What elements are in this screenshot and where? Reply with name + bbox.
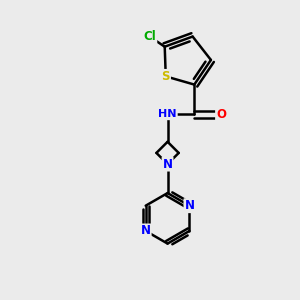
Text: O: O [216,108,226,121]
Text: N: N [163,158,172,171]
Text: N: N [184,199,194,212]
Text: HN: HN [158,109,177,119]
Text: Cl: Cl [144,30,156,43]
Text: N: N [141,224,151,238]
Text: S: S [161,70,170,83]
